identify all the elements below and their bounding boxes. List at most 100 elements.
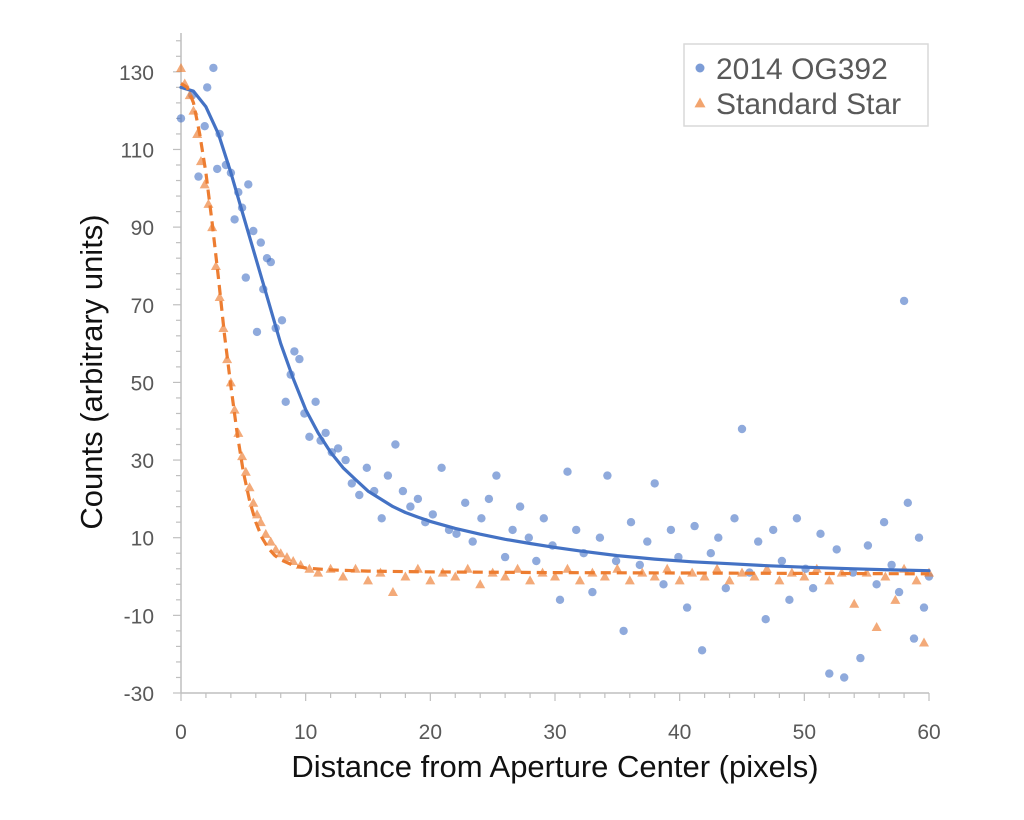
legend-label: 2014 OG392 [716, 53, 888, 86]
legend-label: Standard Star [716, 88, 901, 121]
og392-point [603, 471, 612, 480]
standard-star-point [176, 62, 186, 72]
og392-point [413, 494, 423, 504]
og392-point [808, 584, 818, 593]
standard-star-point [749, 571, 760, 581]
x-tick-group: 0 10 20 30 40 50 60 [175, 693, 941, 744]
standard-star-point [450, 571, 461, 581]
standard-star-point [574, 575, 585, 585]
standard-star-point [612, 563, 623, 573]
y-tick-group: 130 110 90 70 50 30 10 -10 -30 [119, 40, 181, 706]
og392-point [714, 533, 723, 542]
og392-point [879, 518, 889, 527]
og392-point [595, 533, 605, 542]
og392-point [305, 432, 314, 441]
standard-star-point [475, 579, 486, 589]
og392-point [666, 525, 676, 535]
og392-point [619, 626, 628, 636]
og392-point [249, 226, 258, 236]
og392-point [650, 479, 659, 488]
x-tick-label: 30 [543, 721, 566, 744]
y-tick-label: 130 [119, 62, 154, 85]
og392-point [515, 502, 525, 511]
og392-point [484, 494, 494, 504]
og392-point [176, 114, 186, 123]
og392-point [588, 587, 597, 597]
standard-star-point [260, 528, 271, 538]
og392-point [347, 479, 356, 488]
standard-star-point [313, 567, 324, 577]
og392-point [355, 490, 364, 500]
og392-point [914, 533, 924, 542]
standard-star-point [674, 575, 685, 585]
og392-point [492, 471, 501, 480]
standard-star-point [799, 571, 810, 581]
standard-star-point [229, 404, 240, 414]
og392-point [461, 498, 470, 507]
og392-point [500, 552, 510, 562]
y-tick-label: 10 [131, 528, 154, 551]
standard-star-point [737, 567, 747, 577]
og392-point [919, 603, 929, 612]
og392-point [856, 653, 865, 663]
legend: 2014 OG392 Standard Star [683, 43, 929, 127]
legend-marker-triangle [694, 97, 706, 108]
y-tick-label: 110 [121, 139, 154, 162]
standard-star-point [774, 575, 785, 585]
og392-point [690, 521, 699, 531]
og392-point [290, 347, 299, 356]
og392-point [277, 316, 287, 325]
x-tick-label: 20 [419, 721, 442, 744]
og392-point [209, 63, 218, 73]
standard-star-point [824, 575, 835, 585]
standard-star-point [244, 482, 255, 492]
og392-point [203, 83, 212, 92]
og392-point [383, 471, 393, 480]
og392-point [909, 634, 919, 643]
og392-point [832, 545, 841, 554]
og392-fit-line [179, 85, 931, 573]
og392-point [635, 560, 644, 570]
standard-star-fit-line [180, 82, 930, 576]
standard-star-point [880, 571, 891, 581]
standard-star-point [500, 571, 511, 581]
og392-point [848, 568, 858, 577]
og392-point [816, 529, 825, 538]
standard-star-point [199, 179, 210, 189]
x-tick-label: 50 [793, 721, 816, 744]
y-tick-label: -10 [124, 605, 154, 628]
og392-point [572, 525, 581, 535]
og392-point [230, 215, 239, 224]
standard-star-point [248, 497, 259, 507]
og392-point [643, 537, 652, 546]
standard-star-point [712, 563, 723, 573]
legend-box [683, 43, 929, 127]
standard-star-point [218, 323, 229, 333]
og392-point [761, 615, 770, 624]
standard-star-point [890, 594, 901, 604]
og392-point [894, 587, 904, 597]
standard-star-point [599, 571, 610, 581]
x-tick-label: 40 [668, 721, 691, 744]
standard-star-point [699, 571, 710, 581]
fit-lines [179, 82, 931, 576]
og392-point [281, 397, 290, 406]
og392-point [391, 440, 400, 449]
standard-star-point [512, 563, 523, 573]
standard-star-point [387, 587, 398, 597]
og392-point [785, 595, 794, 604]
og392-point [792, 514, 802, 523]
og392-point [377, 514, 386, 523]
y-axis-title: Counts (arbitrary units) [74, 214, 109, 529]
x-tick-label: 60 [917, 721, 940, 744]
og392-point [777, 556, 787, 566]
og392-point [899, 296, 909, 306]
standard-star-point [275, 548, 286, 558]
og392-point [754, 537, 763, 546]
og392-point [611, 556, 621, 566]
standard-star-point [911, 575, 922, 585]
standard-star-point [281, 552, 292, 562]
standard-star-point [237, 451, 248, 461]
legend-entry-2014-og392: 2014 OG392 [695, 53, 888, 86]
